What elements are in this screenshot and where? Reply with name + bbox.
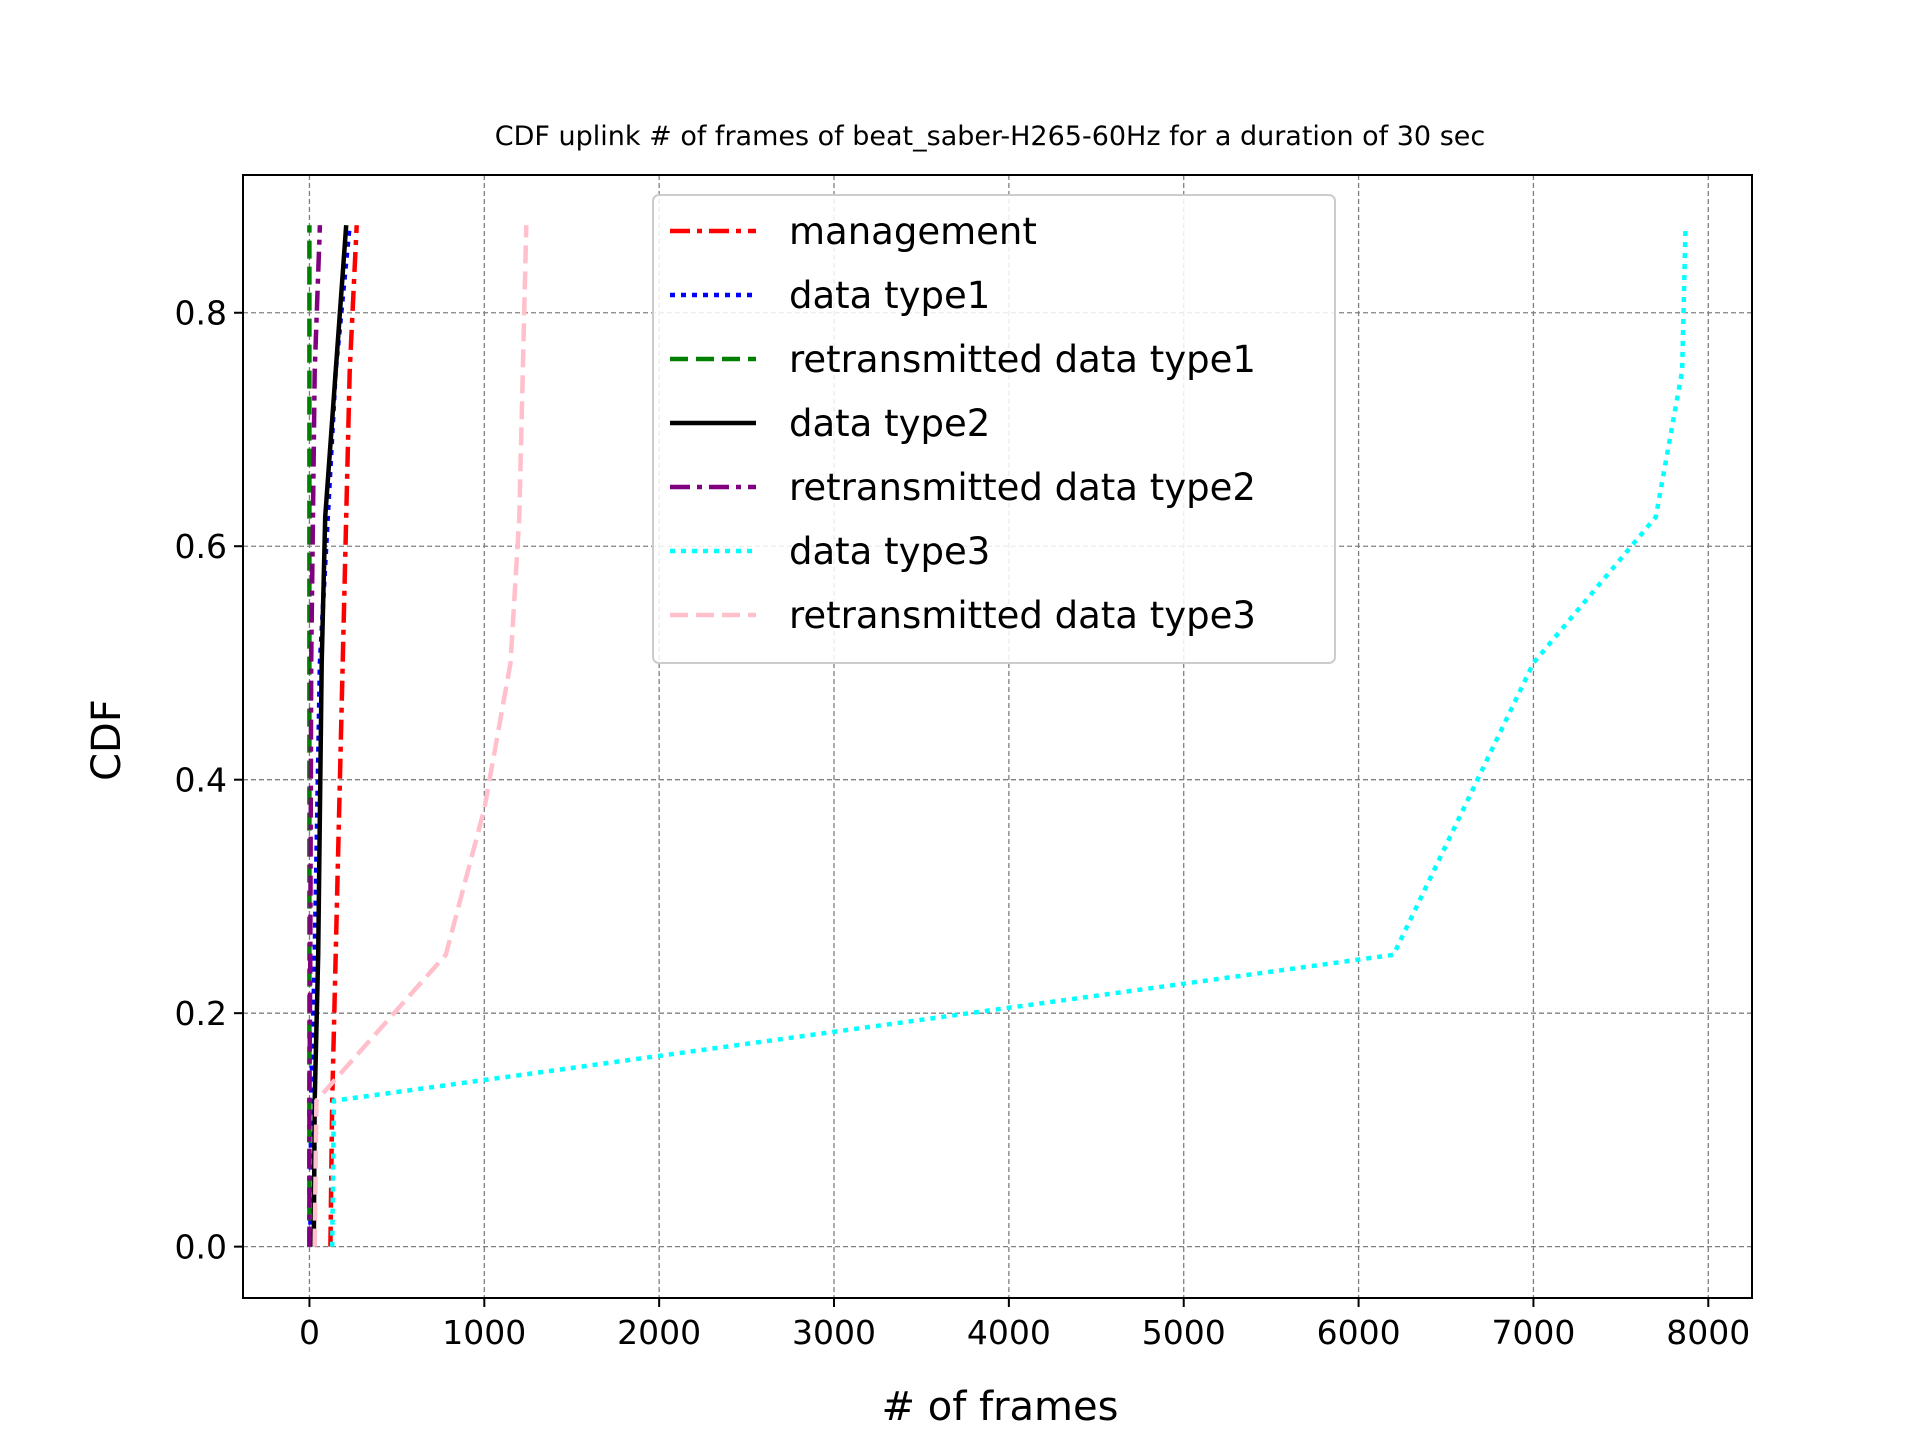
- plot-lines: [307, 224, 1688, 1247]
- x-tick-label: 4000: [967, 1313, 1051, 1352]
- legend-label: management: [789, 210, 1037, 253]
- x-axis-label: # of frames: [882, 1384, 1119, 1430]
- legend-label: retransmitted data type2: [789, 466, 1256, 509]
- series-line-4: [307, 225, 323, 1247]
- x-axis-ticks: 0 1000 2000 3000 4000 5000 6000 7000 8000: [299, 1298, 1750, 1352]
- legend-label: data type3: [789, 530, 990, 573]
- series-line-6: [312, 225, 529, 1247]
- y-tick-label: 0.2: [175, 994, 227, 1033]
- x-tick-label: 3000: [792, 1313, 876, 1352]
- y-axis-ticks: 0.0 0.2 0.4 0.6 0.8: [175, 294, 243, 1267]
- legend-label: retransmitted data type1: [789, 338, 1256, 381]
- legend: management data type1 retransmitted data t…: [652, 194, 1336, 664]
- x-tick-label: 6000: [1317, 1313, 1401, 1352]
- y-tick-label: 0.6: [175, 527, 227, 566]
- x-tick-label: 7000: [1491, 1313, 1575, 1352]
- legend-label: data type2: [789, 402, 990, 445]
- x-tick-label: 8000: [1666, 1313, 1750, 1352]
- y-axis-label: CDF: [84, 699, 130, 781]
- x-tick-label: 5000: [1142, 1313, 1226, 1352]
- x-tick-label: 1000: [442, 1313, 526, 1352]
- series-line-5: [329, 225, 1688, 1247]
- x-tick-label: 2000: [617, 1313, 701, 1352]
- chart-title: CDF uplink # of frames of beat_saber-H26…: [495, 121, 1485, 152]
- legend-label: data type1: [789, 274, 990, 317]
- y-tick-label: 0.0: [175, 1228, 227, 1267]
- y-tick-label: 0.8: [175, 294, 227, 333]
- y-tick-label: 0.4: [175, 761, 227, 800]
- plot-frame: [242, 174, 1753, 1299]
- legend-label: retransmitted data type3: [789, 594, 1256, 637]
- x-tick-label: 0: [299, 1313, 320, 1352]
- legend-box: [652, 194, 1336, 664]
